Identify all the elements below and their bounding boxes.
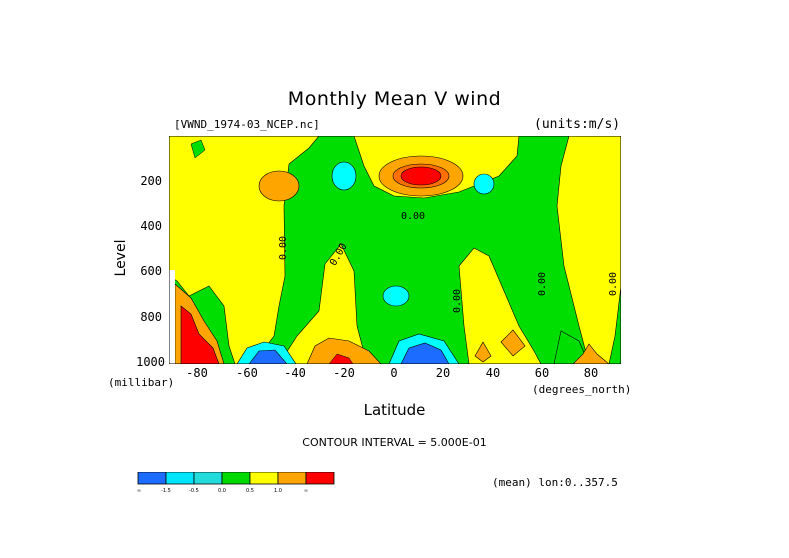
dataset-label: [VWND_1974-03_NCEP.nc]: [174, 118, 320, 131]
contour-fill-green: [553, 330, 590, 364]
y-axis-unit: (millibar): [108, 376, 175, 389]
contour-fill-cyan: [473, 173, 495, 195]
x-tick-label: -80: [186, 366, 208, 380]
contour-value-label: 0.00: [401, 211, 425, 222]
contour-fill-red: [400, 166, 442, 186]
contour-fill-cyan: [331, 161, 357, 191]
x-tick-label: -60: [236, 366, 258, 380]
colorbar-swatch: [221, 472, 251, 485]
contour-fill-orange: [258, 170, 300, 202]
y-tick-label: 600: [140, 264, 162, 278]
contour-fill-orange: [572, 343, 610, 364]
contour-plot: 0.000.00 0.000.000.00 0.00: [169, 136, 621, 364]
colorbar-label: -1.5: [161, 488, 171, 494]
colorbar-swatch: [249, 472, 279, 485]
contour-fill-blue: [248, 349, 288, 364]
x-tick-label: 40: [485, 366, 501, 380]
colorbar-swatch: [137, 472, 167, 485]
contour-fill-yellow: [556, 136, 621, 364]
colorbar: -∞ -1.5 -0.5 0.0 0.5 1.0 ∞: [137, 472, 335, 494]
colorbar-swatch: [193, 472, 223, 485]
chart-title: Monthly Mean V wind: [287, 88, 502, 110]
x-tick-label: -20: [333, 366, 355, 380]
contour-fill-orange: [474, 341, 492, 363]
colorbar-label: 0.0: [218, 488, 226, 494]
contour-fill-red: [180, 305, 220, 364]
colorbar-swatch: [277, 472, 307, 485]
colorbar-swatch: [165, 472, 195, 485]
contour-fill-blue: [400, 342, 450, 364]
colorbar-label: 1.0: [274, 488, 282, 494]
y-tick-label: 200: [140, 174, 162, 188]
x-tick-label: 0: [390, 366, 398, 380]
x-tick-label: 80: [583, 366, 599, 380]
contour-value-label: 0.00: [452, 289, 463, 313]
contour-fill-orange: [500, 329, 526, 357]
y-tick-label: 400: [140, 219, 162, 233]
contour-value-label: 0.00: [278, 236, 289, 260]
contour-fill-yellow: [458, 247, 542, 364]
units-label: (units:m/s): [534, 117, 621, 132]
contour-fill-green: [190, 139, 206, 159]
y-axis-label: Level: [113, 239, 129, 277]
colorbar-label: 0.5: [246, 488, 254, 494]
colorbar-swatch: [305, 472, 335, 485]
contour-fill-red: [328, 353, 354, 364]
y-tick-label: 1000: [136, 355, 165, 369]
x-axis-unit: (degrees_north): [532, 383, 632, 396]
y-tick-label: 800: [140, 310, 162, 324]
contour-value-label: 0.00: [608, 272, 619, 296]
contour-fill-cyan: [382, 285, 410, 307]
contour-value-label: 0.00: [537, 272, 548, 296]
contour-fill-orange: [306, 337, 382, 364]
x-axis-label: Latitude: [363, 401, 426, 419]
x-tick-label: 60: [534, 366, 550, 380]
mean-longitude-label: (mean) lon:0..357.5: [492, 476, 618, 489]
x-tick-label: -40: [284, 366, 306, 380]
colorbar-label: -∞: [137, 488, 141, 494]
colorbar-label: ∞: [304, 488, 308, 494]
missing-data-region: [169, 270, 175, 364]
contour-fill-yellow: [278, 243, 368, 364]
contour-interval-label: CONTOUR INTERVAL = 5.000E-01: [302, 436, 487, 449]
x-tick-label: 20: [435, 366, 451, 380]
colorbar-label: -0.5: [189, 488, 199, 494]
